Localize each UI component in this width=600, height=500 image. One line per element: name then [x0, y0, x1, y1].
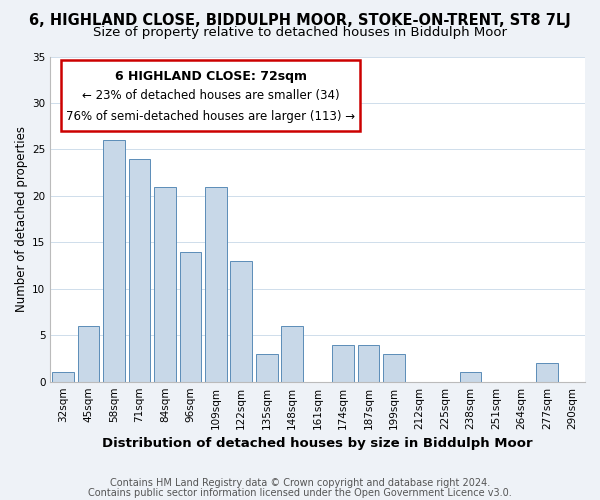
X-axis label: Distribution of detached houses by size in Biddulph Moor: Distribution of detached houses by size …	[103, 437, 533, 450]
Bar	[332, 344, 354, 382]
Bar	[103, 140, 125, 382]
Bar	[52, 372, 74, 382]
Bar	[281, 326, 303, 382]
Bar	[536, 363, 557, 382]
Text: Contains HM Land Registry data © Crown copyright and database right 2024.: Contains HM Land Registry data © Crown c…	[110, 478, 490, 488]
Bar	[179, 252, 201, 382]
Bar	[230, 261, 252, 382]
Text: Size of property relative to detached houses in Biddulph Moor: Size of property relative to detached ho…	[93, 26, 507, 39]
Bar	[205, 186, 227, 382]
Bar	[128, 158, 150, 382]
Text: ← 23% of detached houses are smaller (34): ← 23% of detached houses are smaller (34…	[82, 89, 340, 102]
Bar	[154, 186, 176, 382]
Bar	[460, 372, 481, 382]
FancyBboxPatch shape	[61, 60, 361, 132]
Bar	[383, 354, 405, 382]
Text: 6, HIGHLAND CLOSE, BIDDULPH MOOR, STOKE-ON-TRENT, ST8 7LJ: 6, HIGHLAND CLOSE, BIDDULPH MOOR, STOKE-…	[29, 12, 571, 28]
Bar	[77, 326, 99, 382]
Y-axis label: Number of detached properties: Number of detached properties	[15, 126, 28, 312]
Bar	[256, 354, 278, 382]
Text: 6 HIGHLAND CLOSE: 72sqm: 6 HIGHLAND CLOSE: 72sqm	[115, 70, 307, 82]
Text: Contains public sector information licensed under the Open Government Licence v3: Contains public sector information licen…	[88, 488, 512, 498]
Text: 76% of semi-detached houses are larger (113) →: 76% of semi-detached houses are larger (…	[66, 110, 355, 123]
Bar	[358, 344, 379, 382]
